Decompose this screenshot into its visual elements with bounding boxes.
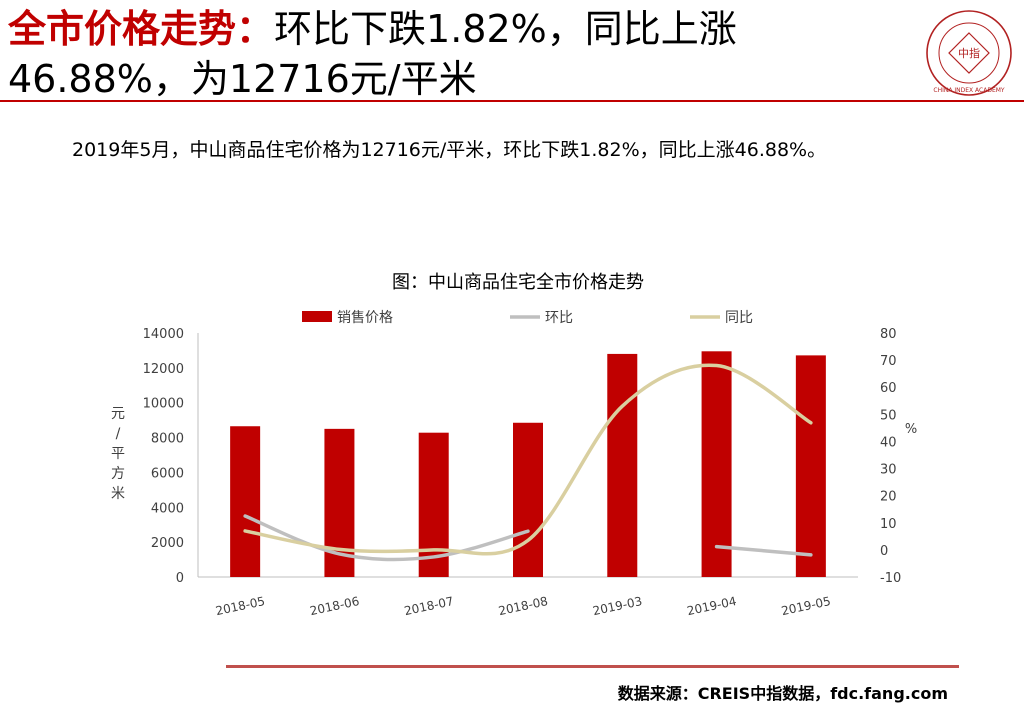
x-tick-label: 2018-07: [403, 594, 455, 618]
x-tick-label: 2018-05: [214, 594, 266, 618]
legend-label: 同比: [725, 310, 753, 326]
y2-tick-label: -10: [880, 571, 901, 586]
y2-tick-label: 80: [880, 327, 897, 342]
y2-axis-label: %: [905, 422, 917, 437]
y-axis-label: 元/平方米: [111, 406, 125, 502]
y2-tick-label: 70: [880, 354, 897, 369]
legend-swatch-bar: [302, 311, 332, 322]
x-tick-label: 2019-05: [780, 594, 832, 618]
y2-tick-label: 50: [880, 408, 897, 423]
price-bar: [607, 354, 637, 577]
price-bar: [230, 426, 260, 577]
y2-tick-label: 40: [880, 435, 897, 450]
bar-series: [230, 351, 826, 577]
y-tick-label: 14000: [143, 327, 184, 342]
chart-title: 图：中山商品住宅全市价格走势: [392, 272, 644, 293]
y2-tick-label: 0: [880, 544, 888, 559]
price-bar: [513, 423, 543, 577]
y2-tick-label: 10: [880, 517, 897, 532]
y2-tick-label: 20: [880, 490, 897, 505]
footer-divider: [226, 665, 959, 668]
legend-label: 销售价格: [337, 310, 393, 326]
price-bar: [702, 351, 732, 577]
x-tick-label: 2018-08: [497, 594, 549, 618]
chart-legend: 销售价格 环比 同比: [302, 310, 753, 326]
x-tick-label: 2018-06: [309, 594, 361, 618]
y2-tick-label: 60: [880, 381, 897, 396]
price-bar: [796, 355, 826, 577]
legend-label: 环比: [545, 310, 573, 326]
x-tick-label: 2019-03: [591, 594, 643, 618]
y-tick-label: 10000: [143, 397, 184, 412]
y-tick-label: 6000: [151, 466, 184, 481]
y-tick-label: 0: [176, 571, 184, 586]
y-tick-label: 4000: [151, 501, 184, 516]
y-tick-label: 12000: [143, 362, 184, 377]
x-tick-label: 2019-04: [686, 594, 738, 618]
data-source: 数据来源：CREIS中指数据，fdc.fang.com: [618, 680, 948, 704]
y-tick-label: 2000: [151, 536, 184, 551]
y2-tick-label: 30: [880, 463, 897, 478]
y-tick-label: 8000: [151, 432, 184, 447]
